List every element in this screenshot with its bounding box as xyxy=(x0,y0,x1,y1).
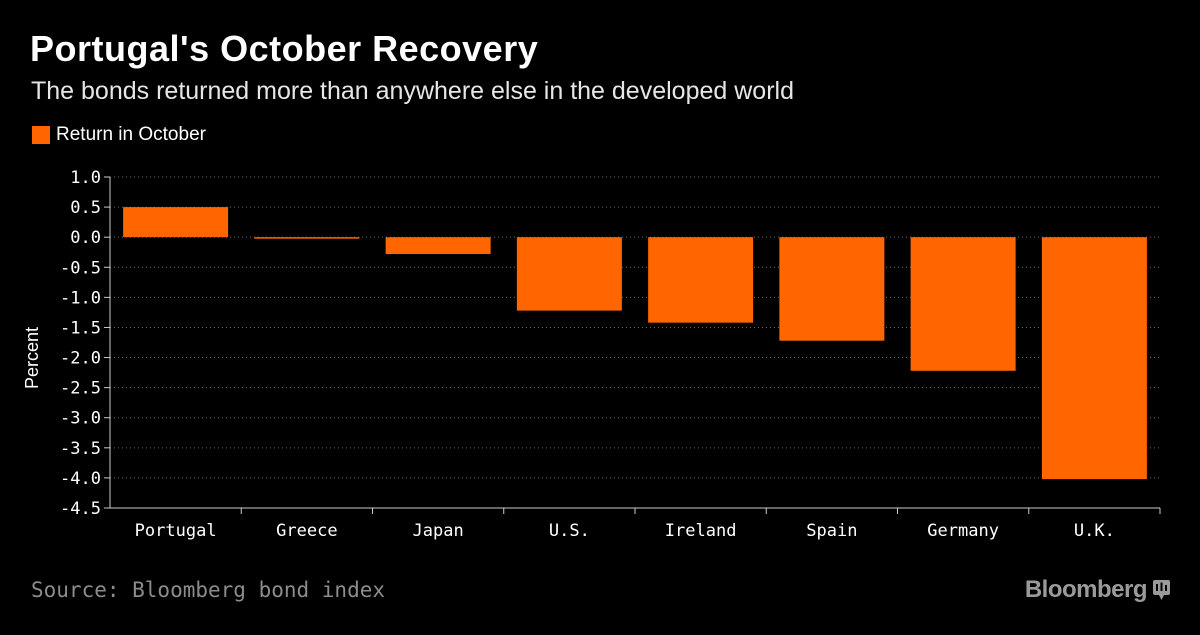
y-tick-label: -3.5 xyxy=(60,439,101,459)
axis-layer: 1.0 0.5 0.0 -0.5 -1.0 -1.5 -2.0 -2.5 -3.0 -3.5 -4.… xyxy=(60,168,1161,541)
bar-us xyxy=(516,237,622,311)
brand-name: Bloomberg xyxy=(1024,576,1148,603)
y-tick-label: 0.5 xyxy=(70,198,101,218)
bar-uk xyxy=(1041,237,1147,480)
source-note: Source: Bloomberg bond index xyxy=(31,578,386,602)
y-tick-label: -3.0 xyxy=(60,409,101,429)
bar-portugal xyxy=(123,207,229,238)
bar-ireland xyxy=(648,237,754,323)
bar-spain xyxy=(779,237,885,341)
y-tick-label: -1.0 xyxy=(60,288,101,308)
x-tick-label: Germany xyxy=(927,521,999,541)
y-tick-label: 0.0 xyxy=(70,228,101,248)
x-tick-label: Greece xyxy=(276,521,337,541)
y-tick-label: -4.5 xyxy=(60,499,101,519)
x-tick-label: Portugal xyxy=(135,521,217,541)
chart-title: Portugal's October Recovery xyxy=(30,28,539,69)
x-tick-label: Spain xyxy=(806,521,857,541)
legend-label: Return in October xyxy=(56,124,206,145)
x-tick-label: Japan xyxy=(413,521,464,541)
y-tick-label: -2.0 xyxy=(60,349,101,369)
y-tick-label: -1.5 xyxy=(60,318,101,338)
bar-japan xyxy=(385,237,491,255)
bar-layer xyxy=(123,207,1147,480)
x-tick-label: Ireland xyxy=(665,521,737,541)
y-axis-label: Percent xyxy=(22,327,42,389)
x-tick-label: U.K. xyxy=(1074,521,1115,541)
brand-logo: Bloomberg xyxy=(1025,576,1170,604)
chart-subtitle: The bonds returned more than anywhere el… xyxy=(31,77,794,105)
bar-greece xyxy=(254,237,360,239)
bar-germany xyxy=(910,237,1016,371)
bloomberg-terminal-icon xyxy=(1153,580,1170,600)
y-tick-label: -0.5 xyxy=(60,258,101,278)
y-tick-label: -4.0 xyxy=(60,469,101,489)
legend: Return in October xyxy=(32,124,206,146)
legend-swatch xyxy=(32,126,50,144)
y-tick-label: -2.5 xyxy=(60,379,101,399)
x-tick-label: U.S. xyxy=(549,521,590,541)
y-tick-label: 1.0 xyxy=(70,168,101,188)
